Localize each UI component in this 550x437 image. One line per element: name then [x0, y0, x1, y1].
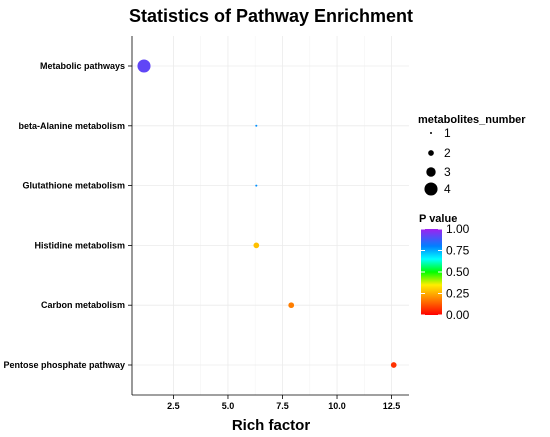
plot-panel — [131, 36, 409, 396]
data-point — [255, 184, 258, 187]
color-legend-label: 1.00 — [446, 222, 470, 236]
size-legend-key — [430, 132, 432, 134]
data-point — [253, 242, 260, 249]
y-axis-ticks: Metabolic pathways beta-Alanine metabolis… — [3, 61, 132, 370]
chart-title: Statistics of Pathway Enrichment — [129, 6, 413, 26]
size-legend-label: 1 — [444, 126, 451, 140]
color-legend-label: 0.50 — [446, 265, 470, 279]
data-point — [137, 59, 151, 73]
color-legend: P value 1.00 0.75 0.50 0.25 0.00 — [419, 213, 470, 322]
x-tick-label: 7.5 — [276, 401, 289, 411]
x-tick-label: 12.5 — [383, 401, 401, 411]
plot-panel-background — [132, 36, 409, 395]
x-tick-label: 5.0 — [222, 401, 235, 411]
size-legend-key — [426, 167, 436, 177]
y-tick-label: Pentose phosphate pathway — [3, 360, 125, 370]
data-point — [255, 124, 258, 127]
x-axis-ticks: 2.5 5.0 7.5 10.0 12.5 — [167, 395, 400, 411]
x-axis-title: Rich factor — [232, 417, 311, 434]
y-tick-label: Histidine metabolism — [34, 240, 125, 250]
size-legend-label: 4 — [444, 182, 451, 196]
x-tick-label: 10.0 — [328, 401, 346, 411]
data-points — [137, 59, 397, 368]
data-point — [288, 302, 295, 309]
size-legend: metabolites_number 1 2 3 4 — [418, 114, 526, 196]
color-legend-label: 0.75 — [446, 244, 470, 258]
size-legend-label: 3 — [444, 165, 451, 179]
color-legend-label: 0.00 — [446, 308, 470, 322]
color-legend-title: P value — [419, 213, 457, 225]
y-tick-label: Glutathione metabolism — [22, 181, 125, 191]
y-tick-label: Carbon metabolism — [41, 300, 125, 310]
size-legend-label: 2 — [444, 146, 451, 160]
data-point — [390, 362, 397, 368]
y-tick-label: beta-Alanine metabolism — [18, 121, 125, 131]
size-legend-key — [428, 150, 434, 156]
size-legend-key — [424, 182, 438, 196]
size-legend-title: metabolites_number — [418, 114, 526, 126]
y-tick-label: Metabolic pathways — [40, 61, 125, 71]
color-legend-bar — [421, 229, 442, 315]
x-tick-label: 2.5 — [167, 401, 180, 411]
grid-lines — [132, 36, 409, 395]
color-legend-label: 0.25 — [446, 287, 470, 301]
